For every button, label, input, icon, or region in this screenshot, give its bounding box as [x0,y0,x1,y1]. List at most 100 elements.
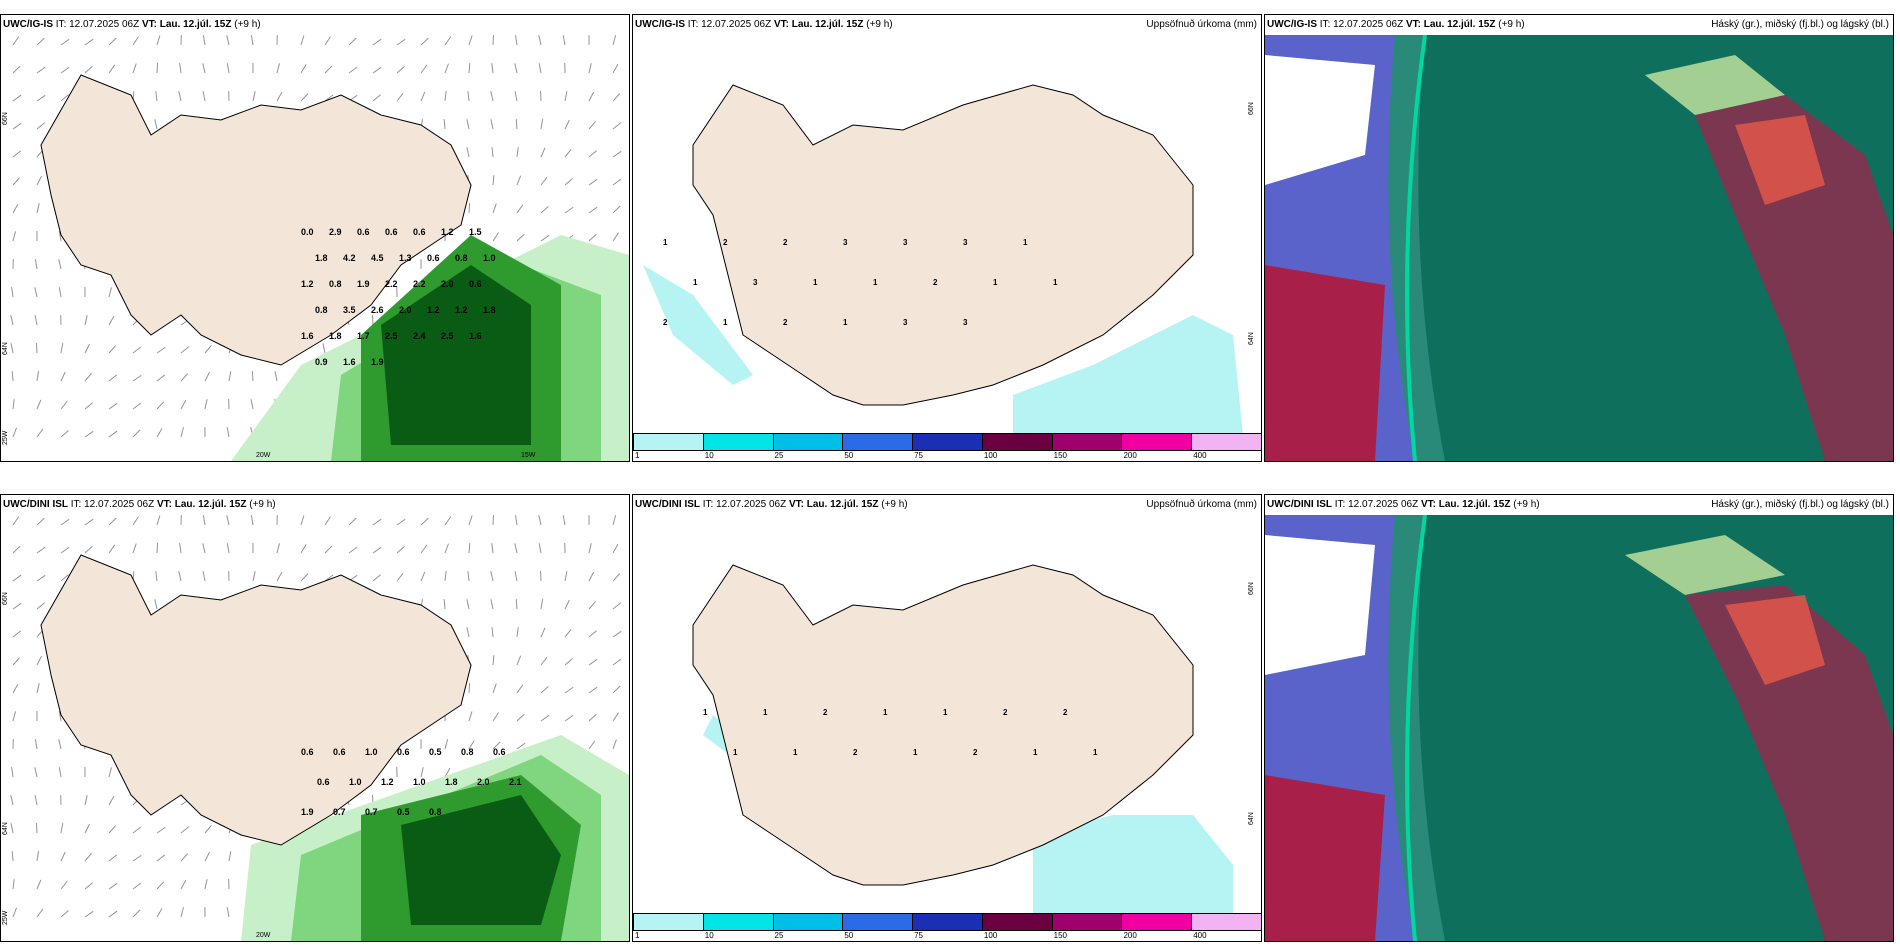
map-value-label: 1.0 [365,747,378,757]
wind-barb [132,543,137,554]
wind-barb [58,287,62,298]
colorbar-swatch [1121,913,1193,931]
wind-barb [226,515,230,526]
wind-barb [468,740,475,750]
wind-barb [564,571,568,582]
wind-barb [324,516,331,526]
wind-barb [420,517,429,526]
wind-barb [180,399,187,410]
wind-barb [612,35,617,46]
wind-barb [12,684,19,694]
wind-barb [514,63,518,74]
map-value-label: 1.9 [357,279,370,289]
map-value-label: 0.6 [413,227,426,237]
wind-barb [58,259,62,270]
iceland-land [692,564,1194,886]
wind-barb [538,35,542,46]
svg-text:15W: 15W [521,452,536,459]
map-value-label: 0.6 [469,279,482,289]
wind-barb [490,571,494,582]
wind-barb [155,91,158,102]
wind-barb [515,515,518,526]
wind-barb [612,712,619,722]
wind-barb [300,573,309,582]
colorbar-swatch [981,913,1053,931]
wind-barb [250,35,254,46]
wind-barb [132,346,142,354]
wind-barb [588,543,592,554]
wind-barb [515,598,518,610]
cloud-map[interactable] [1265,515,1893,941]
wind-barb [588,713,597,722]
map-value-label: 0.6 [301,747,314,757]
wind-barb [226,427,230,438]
iceland-land [692,84,1194,406]
cloud-map[interactable] [1265,35,1893,461]
wind-barb [540,176,548,186]
map-value-label: 2 [1003,708,1008,717]
wind-barb [322,343,326,354]
wind-barb [84,430,94,438]
wind-barb [154,119,158,130]
wind-barb [612,630,622,638]
wind-barb [202,515,206,526]
colorbar-tick: 400 [1193,451,1207,460]
precip-shading [241,735,629,941]
wind-barb [588,740,596,750]
map-value-label: 1 [913,748,918,757]
svg-text:66N: 66N [2,112,9,125]
wind-barb [156,346,166,354]
map-value-label: 2.6 [371,305,384,315]
wind-barb [228,371,232,382]
colorbar-swatch [1051,433,1123,451]
map-value-label: 1 [1053,278,1058,287]
map-value-label: 2.2 [413,279,426,289]
wind-barb [156,826,166,834]
wind-barb [132,882,142,890]
wind-barb [492,654,495,666]
wind-barb [396,572,404,582]
map-value-label: 2.4 [413,331,426,341]
colorbar-tick: 50 [844,451,854,460]
wind-barb [84,795,88,806]
wind-barb [108,767,113,778]
wind-barb [178,91,182,102]
map-value-label: 1 [883,708,888,717]
cloud-panel-row1: UWC/IG-IS IT: 12.07.2025 06Z VT: Lau. 12… [1264,14,1894,462]
map-value-label: 3 [963,318,968,327]
wind-barb [132,909,141,918]
wind-barb [132,374,142,382]
map-value-label: 1.8 [329,331,342,341]
map-value-label: 0.6 [427,253,440,263]
wind-barb [156,62,159,74]
colorbar-swatch [1051,913,1123,931]
wind-barb [492,174,495,186]
wind-barb [36,428,44,438]
map-value-label: 0.5 [429,747,442,757]
colorbar-tick: 100 [983,931,998,940]
wind-map[interactable]: 0.6 0.6 1.0 0.6 0.5 0.8 0.6 0.6 1.0 1.2 1.0 1.8 2.0 2… [1,515,629,941]
map-value-label: 1 [733,748,738,757]
colorbar-tick: 75 [914,451,924,460]
precip-map[interactable]: 1 1 2 1 1 2 2 1 1 2 1 2 1 1 66N 64N [633,515,1261,941]
wind-barb [155,571,158,582]
wind-barb [108,825,117,834]
colorbar-swatch [842,433,914,451]
wind-barb [11,370,14,382]
wind-barb [420,767,424,778]
wind-barb [12,177,21,186]
precip-map[interactable]: 1 2 2 3 3 3 1 1 3 1 1 2 1 1 2 1 2 1 3 3 66N 64N [633,35,1261,461]
map-value-label: 2.2 [385,279,398,289]
wind-barb [108,345,117,354]
wind-barb [466,119,470,130]
iceland-land [40,74,472,366]
wind-barb [492,683,497,694]
wind-barb [10,795,14,806]
wind-map[interactable]: 0.0 2.9 0.6 0.6 0.6 1.2 1.5 1.8 4.2 4.5 1.3 0.6 0.8 1… [1,35,629,461]
wind-barb [226,907,230,918]
wind-barb [538,543,542,554]
wind-barb [612,232,619,242]
wind-barb [514,571,518,582]
colorbar-swatch [702,913,774,931]
precip-title: Uppsöfnuð úrkoma (mm) [1146,19,1257,30]
